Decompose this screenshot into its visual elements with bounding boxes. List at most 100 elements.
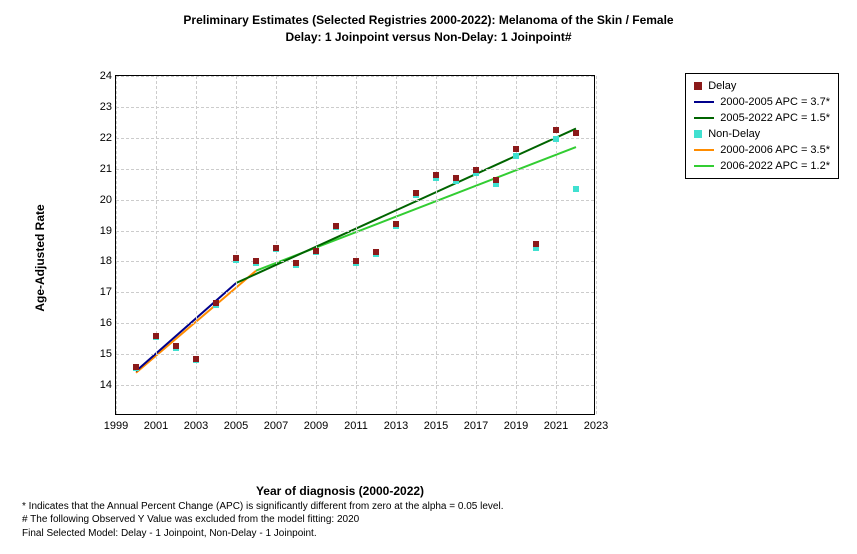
grid-v: [596, 76, 597, 414]
footnotes: * Indicates that the Annual Percent Chan…: [22, 500, 503, 541]
legend: Delay 2000-2005 APC = 3.7* 2005-2022 APC =…: [685, 73, 839, 179]
footnote-2: # The following Observed Y Value was exc…: [22, 513, 503, 527]
x-tick: 2019: [504, 420, 528, 432]
y-tick: 15: [88, 348, 112, 360]
grid-h: [116, 323, 594, 324]
grid-v: [316, 76, 317, 414]
grid-v: [516, 76, 517, 414]
x-tick: 2011: [344, 420, 368, 432]
fit-lines: [116, 76, 594, 414]
legend-item: 2000-2006 APC = 3.5*: [694, 142, 830, 158]
y-tick: 22: [88, 132, 112, 144]
y-tick: 21: [88, 163, 112, 175]
title-line2: Delay: 1 Joinpoint versus Non-Delay: 1 J…: [0, 29, 857, 46]
legend-label: Delay: [708, 80, 736, 92]
legend-line-icon: [694, 101, 714, 103]
y-tick: 18: [88, 255, 112, 267]
delay-point: [293, 260, 299, 266]
footnote-3: Final Selected Model: Delay - 1 Joinpoin…: [22, 527, 503, 541]
legend-line-icon: [694, 117, 714, 119]
delay-point: [393, 221, 399, 227]
delay-point: [513, 146, 519, 152]
delay-point: [353, 258, 359, 264]
footnote-1: * Indicates that the Annual Percent Chan…: [22, 500, 503, 514]
grid-h: [116, 200, 594, 201]
legend-label: 2005-2022 APC = 1.5*: [720, 112, 830, 124]
legend-item: Non-Delay: [694, 126, 830, 142]
delay-point: [373, 249, 379, 255]
grid-v: [156, 76, 157, 414]
nondelay-point: [553, 136, 559, 142]
grid-h: [116, 76, 594, 77]
legend-item: Delay: [694, 78, 830, 94]
legend-item: 2006-2022 APC = 1.2*: [694, 158, 830, 174]
legend-line-icon: [694, 165, 714, 167]
x-tick: 2009: [304, 420, 328, 432]
legend-swatch-icon: [694, 130, 702, 138]
delay-point: [473, 167, 479, 173]
grid-v: [116, 76, 117, 414]
y-tick: 17: [88, 286, 112, 298]
grid-v: [396, 76, 397, 414]
delay-point: [333, 223, 339, 229]
y-axis-label: Age-Adjusted Rate: [33, 204, 47, 311]
grid-h: [116, 231, 594, 232]
grid-h: [116, 138, 594, 139]
x-tick: 2007: [264, 420, 288, 432]
x-tick: 2015: [424, 420, 448, 432]
x-tick: 1999: [104, 420, 128, 432]
legend-label: 2006-2022 APC = 1.2*: [720, 160, 830, 172]
x-tick: 2017: [464, 420, 488, 432]
plot-area: 1415161718192021222324199920012003200520…: [115, 75, 595, 415]
delay-point: [553, 127, 559, 133]
grid-v: [476, 76, 477, 414]
delay-point: [533, 241, 539, 247]
delay-point: [193, 356, 199, 362]
y-tick: 23: [88, 101, 112, 113]
x-tick: 2005: [224, 420, 248, 432]
x-tick: 2013: [384, 420, 408, 432]
delay-point: [253, 258, 259, 264]
title-line1: Preliminary Estimates (Selected Registri…: [0, 12, 857, 29]
delay-point: [133, 364, 139, 370]
legend-item: 2000-2005 APC = 3.7*: [694, 94, 830, 110]
grid-h: [116, 354, 594, 355]
delay-point: [413, 190, 419, 196]
legend-label: 2000-2005 APC = 3.7*: [720, 96, 830, 108]
legend-label: 2000-2006 APC = 3.5*: [720, 144, 830, 156]
chart-container: 1415161718192021222324199920012003200520…: [75, 65, 605, 450]
legend-swatch-icon: [694, 82, 702, 90]
x-tick: 2023: [584, 420, 608, 432]
chart-title: Preliminary Estimates (Selected Registri…: [0, 0, 857, 46]
grid-v: [236, 76, 237, 414]
grid-h: [116, 292, 594, 293]
y-tick: 19: [88, 225, 112, 237]
grid-h: [116, 169, 594, 170]
delay-point: [493, 177, 499, 183]
legend-line-icon: [694, 149, 714, 151]
delay-point: [453, 175, 459, 181]
grid-h: [116, 385, 594, 386]
y-tick: 20: [88, 194, 112, 206]
x-tick: 2001: [144, 420, 168, 432]
x-axis-label: Year of diagnosis (2000-2022): [256, 484, 424, 498]
delay-point: [313, 248, 319, 254]
y-tick: 24: [88, 70, 112, 82]
delay-point: [213, 300, 219, 306]
delay-point: [573, 130, 579, 136]
delay-point: [433, 172, 439, 178]
x-tick: 2003: [184, 420, 208, 432]
legend-label: Non-Delay: [708, 128, 760, 140]
delay-point: [173, 343, 179, 349]
nondelay-point: [513, 153, 519, 159]
nondelay-point: [573, 186, 579, 192]
grid-v: [356, 76, 357, 414]
delay-point: [233, 255, 239, 261]
x-tick: 2021: [544, 420, 568, 432]
grid-h: [116, 107, 594, 108]
y-tick: 16: [88, 317, 112, 329]
delay-point: [273, 245, 279, 251]
delay-point: [153, 333, 159, 339]
y-tick: 14: [88, 379, 112, 391]
grid-v: [436, 76, 437, 414]
